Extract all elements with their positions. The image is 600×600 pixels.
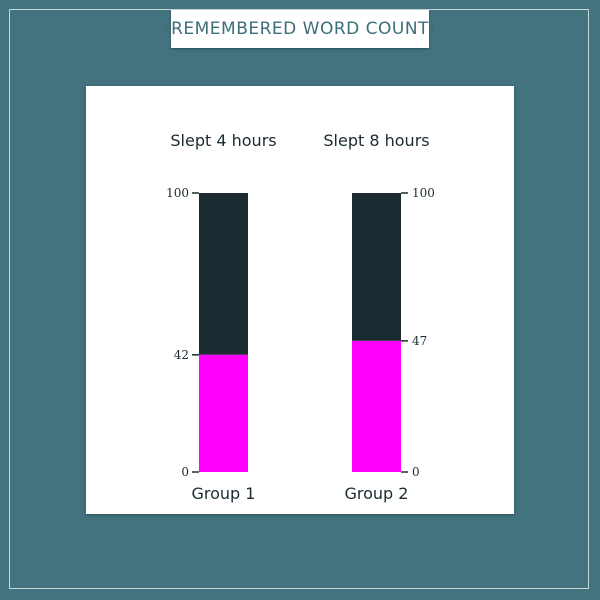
- bar-2-tick-label-value: 47: [412, 334, 427, 348]
- title-box: (REMEMBERED WORD COUNT): [164, 10, 436, 48]
- bar-2-tick-label-min: 0: [412, 465, 420, 479]
- chart-panel: [86, 86, 514, 514]
- bar-1-tick-label-value: 42: [174, 348, 189, 362]
- bar-1-remaining-segment: [199, 193, 248, 355]
- bar-1-value-segment: [199, 354, 248, 472]
- bar-2-tick-label-max: 100: [412, 186, 435, 200]
- bar-2-top-label: Slept 8 hours: [323, 131, 429, 150]
- bar-2-remaining-segment: [352, 193, 401, 341]
- chart-title: (REMEMBERED WORD COUNT): [163, 19, 437, 39]
- bar-1-tick-label-min: 0: [181, 465, 189, 479]
- bar-1-bottom-label: Group 1: [192, 484, 256, 503]
- bar-2-bottom-label: Group 2: [345, 484, 409, 503]
- bar-1-tick-label-max: 100: [166, 186, 189, 200]
- bar-1-top-label: Slept 4 hours: [170, 131, 276, 150]
- bar-2-value-segment: [352, 340, 401, 472]
